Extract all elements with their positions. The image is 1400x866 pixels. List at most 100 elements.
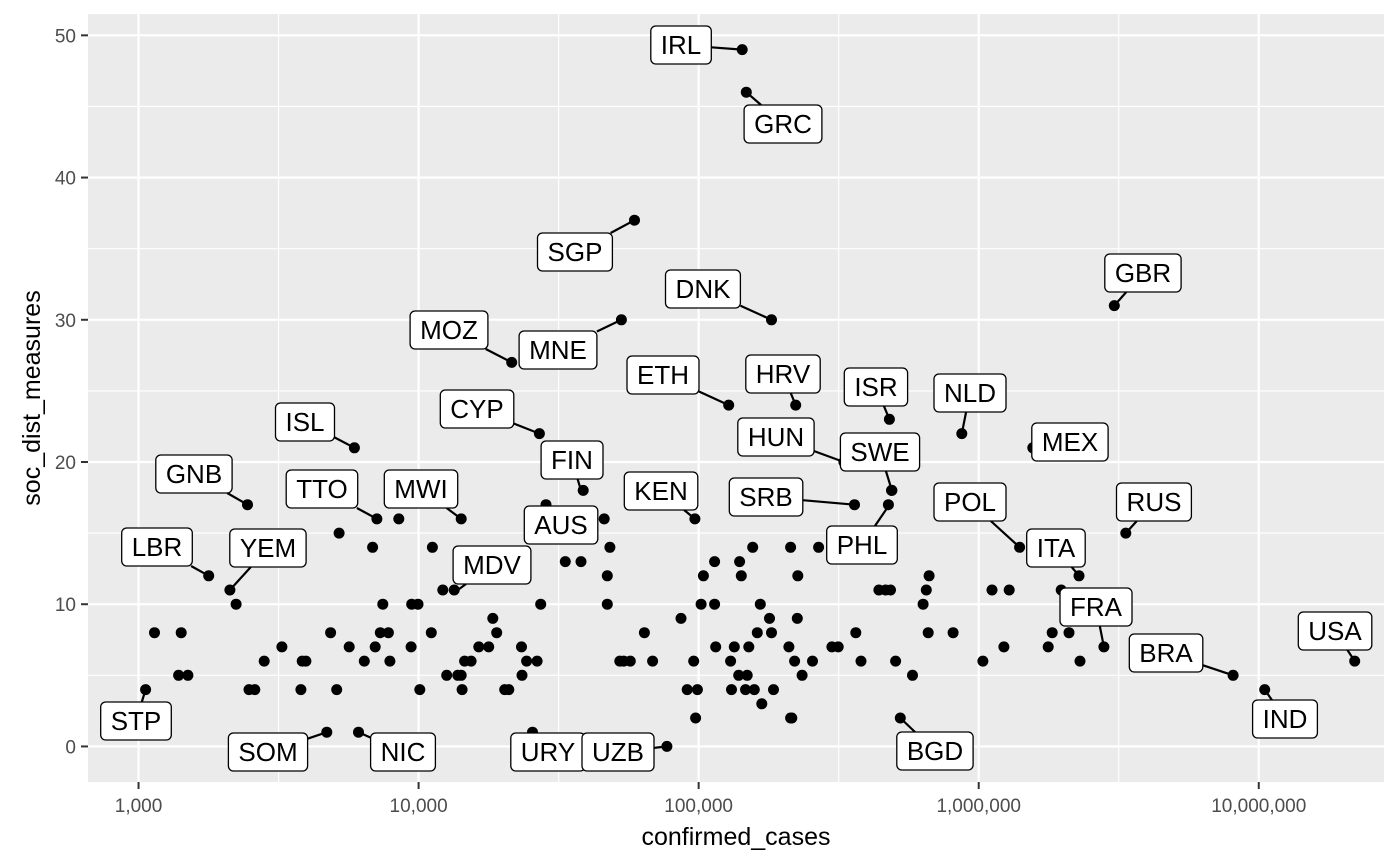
point-label-box	[383, 469, 459, 509]
data-point	[601, 598, 613, 610]
data-point	[1074, 655, 1086, 667]
label-connector	[226, 492, 249, 506]
data-point	[149, 627, 160, 639]
data-point	[768, 684, 779, 696]
data-point	[733, 669, 745, 681]
point-label-text: SGP	[548, 237, 603, 267]
data-point	[710, 641, 722, 653]
data-point	[786, 712, 798, 724]
point-label-text: MNE	[529, 335, 587, 365]
point-label-box	[650, 25, 712, 65]
point-label-text: GNB	[166, 459, 222, 489]
y-tick-label: 10	[55, 595, 76, 616]
label-connector	[882, 405, 891, 420]
data-point	[425, 627, 437, 639]
label-connector	[745, 91, 762, 106]
point-label-text: SOM	[238, 737, 297, 767]
data-point	[487, 612, 499, 624]
point-label-box	[1128, 633, 1204, 673]
data-point	[783, 641, 795, 653]
point-label-text: POL	[944, 487, 996, 517]
point-label-box	[581, 732, 655, 772]
data-point	[516, 641, 527, 653]
point-label-text: DNK	[676, 274, 732, 304]
point-label-text: FRA	[1070, 592, 1123, 622]
data-point	[441, 669, 453, 681]
data-point	[230, 598, 242, 610]
data-point	[789, 655, 801, 667]
label-connector	[873, 504, 891, 527]
label-connector	[990, 520, 1021, 549]
data-point	[947, 627, 959, 639]
label-connector	[1113, 291, 1128, 307]
point-label-box	[285, 469, 359, 509]
point-label-fin: FIN	[540, 440, 604, 480]
point-label-box	[745, 354, 821, 394]
point-label-mdv: MDV	[452, 545, 532, 585]
data-point	[791, 612, 803, 624]
data-point	[448, 584, 460, 596]
point-label-box	[664, 269, 742, 309]
data-point	[483, 641, 495, 653]
data-point	[709, 598, 721, 610]
x-tick-label: 1,000	[115, 796, 163, 817]
label-connector	[1346, 649, 1356, 662]
data-point	[735, 570, 747, 582]
point-label-aus: AUS	[523, 505, 599, 545]
label-connector	[1098, 625, 1105, 648]
point-label-box	[540, 440, 604, 480]
point-label-box	[100, 701, 172, 741]
point-label-box	[728, 477, 804, 517]
data-point	[521, 655, 533, 667]
label-connectors	[140, 46, 1356, 749]
point-label-box	[1031, 422, 1109, 462]
y-tick-label: 40	[55, 169, 76, 190]
point-label-hun: HUN	[737, 417, 815, 457]
point-label-box	[1026, 528, 1086, 568]
label-connector	[1124, 520, 1138, 534]
point-label-text: IRL	[661, 30, 701, 60]
data-point	[377, 598, 389, 610]
data-point	[922, 627, 934, 639]
data-point	[764, 612, 775, 624]
point-label-text: NLD	[944, 378, 996, 408]
point-label-box	[623, 471, 699, 511]
data-point	[503, 684, 515, 696]
data-point	[1003, 584, 1015, 596]
data-point	[598, 513, 610, 525]
point-label-usa: USA	[1297, 611, 1373, 651]
label-connector	[596, 318, 622, 333]
point-label-gbr: GBR	[1104, 253, 1182, 293]
label-connector	[960, 411, 968, 434]
point-label-box	[737, 417, 815, 457]
data-point	[792, 570, 804, 582]
data-point	[559, 556, 571, 568]
point-label-text: ETH	[637, 360, 689, 390]
data-point	[743, 641, 755, 653]
point-label-box	[933, 373, 1007, 413]
label-connector	[711, 46, 743, 51]
data-point	[998, 641, 1010, 653]
data-point	[382, 627, 394, 639]
axis-tick-labels: 1,000 10,000 100,000 1,000,000 10,000,000 0 10…	[55, 26, 1306, 817]
point-label-text: GRC	[754, 109, 812, 139]
data-point	[182, 669, 194, 681]
point-label-box	[121, 527, 193, 567]
data-point	[624, 655, 636, 667]
data-point	[414, 684, 426, 696]
point-label-text: SRB	[739, 482, 792, 512]
point-label-box	[826, 525, 898, 565]
point-label-ind: IND	[1251, 699, 1319, 739]
point-label-fra: FRA	[1059, 587, 1133, 627]
label-connector	[1263, 688, 1273, 701]
point-label-text: YEM	[240, 533, 296, 563]
point-label-box	[1104, 253, 1182, 293]
point-labels: IRL GRC SGP GBR DNK MNE MOZ ETH HRV ISR NLD CYP ISL M…	[100, 25, 1373, 772]
label-connector	[1202, 664, 1234, 677]
point-label-box	[274, 402, 336, 442]
point-label-box	[536, 232, 614, 272]
data-point	[813, 541, 825, 553]
point-label-text: MEX	[1042, 427, 1098, 457]
data-point	[920, 584, 932, 596]
data-point	[748, 684, 760, 696]
